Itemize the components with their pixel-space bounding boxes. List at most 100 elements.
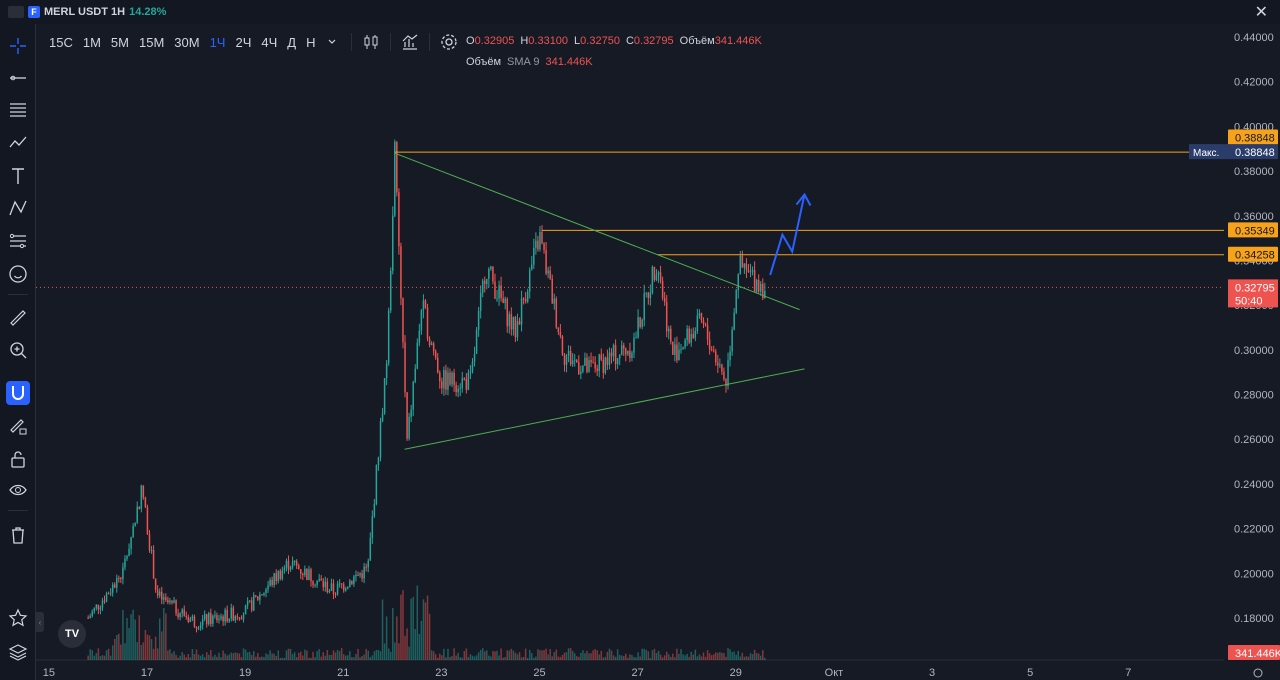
candle-body-178 <box>451 372 453 385</box>
emoji-icon[interactable] <box>6 262 30 286</box>
candle-body-308 <box>717 362 719 366</box>
candle-body-256 <box>610 352 613 357</box>
candle-body-318 <box>737 274 740 291</box>
trash-icon[interactable] <box>6 523 30 547</box>
candle-body-60 <box>210 613 212 624</box>
ruler-icon[interactable] <box>6 306 30 330</box>
candle-body-190 <box>475 329 478 354</box>
volume-bar-97 <box>285 650 288 660</box>
candle-body-240 <box>578 362 580 374</box>
lock-icon[interactable] <box>6 447 30 471</box>
volume-bar-49 <box>187 653 190 660</box>
candle-body-262 <box>623 345 625 349</box>
volume-bar-293 <box>686 653 688 660</box>
magnet-icon[interactable] <box>6 381 30 405</box>
candle-body-17 <box>122 567 124 580</box>
draw-lock-icon[interactable] <box>6 414 30 438</box>
candle-body-3 <box>93 607 96 612</box>
pattern-icon[interactable] <box>6 196 30 220</box>
timeframe-2h[interactable]: 2Ч <box>235 34 252 50</box>
timeframe-15m[interactable]: 15М <box>138 34 165 50</box>
candle-body-202 <box>500 285 502 298</box>
text-icon[interactable] <box>6 164 30 188</box>
volume-bar-221 <box>539 650 541 660</box>
candle-body-57 <box>203 614 206 620</box>
volume-bar-218 <box>533 657 535 660</box>
timeframe-1m[interactable]: 1М <box>82 34 101 50</box>
candle-body-135 <box>363 566 365 579</box>
trend-line-icon[interactable] <box>6 66 30 90</box>
volume-bar-298 <box>696 656 699 660</box>
volume-bar-12 <box>111 645 114 660</box>
volume-bar-292 <box>684 655 686 660</box>
candle-body-188 <box>471 361 474 372</box>
tradingview-logo[interactable]: TV <box>58 620 86 648</box>
zoom-icon[interactable] <box>6 338 30 362</box>
timeframe-15s[interactable]: 15С <box>49 34 73 50</box>
candle-body-299 <box>698 313 701 316</box>
settings-gear-icon[interactable] <box>438 31 460 53</box>
timeframe-30m[interactable]: 30М <box>174 34 200 50</box>
candle-body-228 <box>553 298 556 304</box>
candle-body-258 <box>614 344 617 365</box>
candle-body-8 <box>103 600 106 602</box>
candle-body-306 <box>712 350 715 352</box>
candle-body-51 <box>191 616 194 619</box>
fib-icon[interactable] <box>6 229 30 253</box>
volume-bar-225 <box>547 654 549 660</box>
close-icon[interactable]: ✕ <box>1254 4 1268 21</box>
last-price-label: 0.32795 <box>1235 282 1275 294</box>
indicators-icon[interactable] <box>399 31 421 53</box>
volume-bar-40 <box>169 649 171 660</box>
volume-bar-321 <box>743 656 746 660</box>
volume-bar-240 <box>578 656 580 660</box>
candle-body-210 <box>516 321 519 338</box>
candles-icon[interactable] <box>360 31 382 53</box>
candle-body-90 <box>271 579 273 586</box>
candle-body-159 <box>412 381 414 410</box>
candle-body-46 <box>181 609 183 614</box>
candle-body-63 <box>216 615 218 621</box>
volume-bar-310 <box>721 652 723 660</box>
volume-bar-281 <box>661 657 664 660</box>
layers-icon[interactable] <box>6 640 30 664</box>
timeframe-5m[interactable]: 5М <box>110 34 129 50</box>
timeframe-4h[interactable]: 4Ч <box>261 34 278 50</box>
volume-bar-154 <box>402 590 404 660</box>
volume-bar-127 <box>347 655 349 660</box>
candle-body-123 <box>338 583 341 585</box>
candle-body-37 <box>163 597 165 600</box>
volume-bar-57 <box>203 657 206 660</box>
timeframe-1d[interactable]: Д <box>287 34 297 50</box>
candle-body-76 <box>242 614 245 620</box>
collapse-sidebar-icon[interactable]: ‹ <box>36 612 44 632</box>
symbol-title[interactable]: MERL USDT 1H <box>44 6 126 18</box>
volume-bar-224 <box>545 648 547 660</box>
price-chart[interactable]: 0.440000.420000.400000.380000.360000.340… <box>36 24 1280 680</box>
chevron-down-icon[interactable] <box>321 31 343 53</box>
candle-body-62 <box>214 615 216 617</box>
polyline-icon[interactable] <box>6 130 30 154</box>
level2-label-bg <box>1228 222 1278 238</box>
candle-body-277 <box>653 266 656 280</box>
eye-icon[interactable] <box>6 478 30 502</box>
candle-body-238 <box>573 359 576 361</box>
volume-bar-207 <box>510 648 513 660</box>
x-tick-label-10: 5 <box>1027 667 1033 679</box>
timeframe-1w[interactable]: Н <box>306 34 316 50</box>
timeframe-1h[interactable]: 1Ч <box>209 34 226 50</box>
volume-bar-82 <box>255 656 257 660</box>
candle-body-180 <box>455 384 457 393</box>
volume-bar-312 <box>725 656 727 660</box>
star-icon[interactable] <box>6 606 30 630</box>
volume-bar-216 <box>528 649 531 660</box>
volume-bar-183 <box>461 657 464 660</box>
volume-bar-302 <box>704 656 707 660</box>
crosshair-icon[interactable] <box>6 34 30 58</box>
horizontal-lines-icon[interactable] <box>6 98 30 122</box>
volume-bar-41 <box>171 653 173 660</box>
candle-body-52 <box>193 616 196 627</box>
candle-body-20 <box>128 548 130 557</box>
volume-bar-109 <box>310 657 312 660</box>
volume-bar-316 <box>733 651 735 660</box>
